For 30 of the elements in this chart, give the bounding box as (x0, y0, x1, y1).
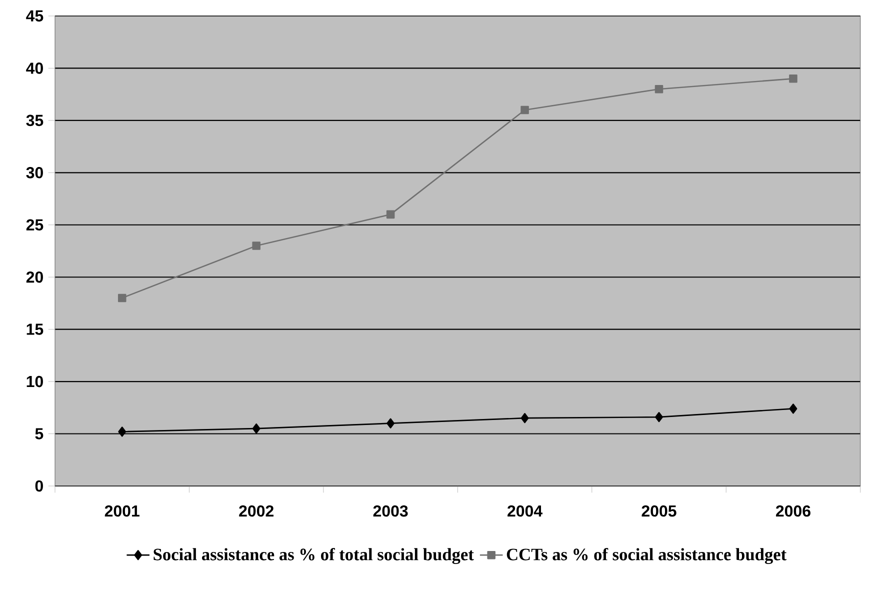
x-tick-label: 2005 (642, 505, 676, 517)
legend-label: Social assistance as % of total social budget (154, 548, 474, 564)
y-tick-label: 0 (35, 480, 43, 492)
point (118, 426, 126, 437)
y-tick-label: 20 (26, 271, 43, 283)
y-tick-label: 35 (26, 114, 44, 126)
point (252, 242, 260, 250)
point (655, 412, 663, 422)
point (789, 74, 798, 83)
y-tick-label: 25 (26, 219, 44, 231)
point (520, 106, 529, 114)
y-tick-label: 30 (26, 166, 43, 178)
x-tick-label: 2004 (508, 505, 542, 517)
y-tick-label: 10 (26, 376, 43, 388)
point (118, 294, 126, 302)
legend-label: CCTs as % of social assistance budget (506, 548, 787, 564)
x-tick-label: 2001 (104, 505, 140, 517)
point (520, 413, 529, 424)
x-tick-label: 2003 (373, 505, 408, 517)
point (252, 423, 260, 434)
y-tick-label: 15 (26, 324, 44, 335)
point (386, 210, 395, 219)
point (386, 418, 395, 428)
point (789, 404, 798, 414)
y-tick-label: 40 (26, 62, 43, 74)
point (654, 84, 664, 94)
y-tick-label: 45 (26, 10, 44, 22)
x-tick-label: 2002 (239, 505, 274, 517)
y-tick-label: 5 (35, 428, 44, 440)
x-tick-label: 2006 (776, 505, 810, 517)
